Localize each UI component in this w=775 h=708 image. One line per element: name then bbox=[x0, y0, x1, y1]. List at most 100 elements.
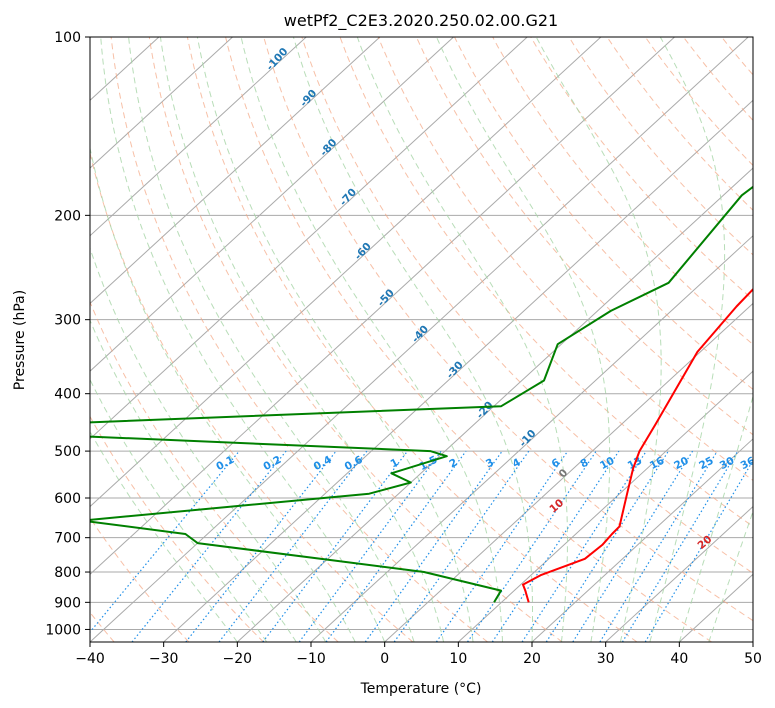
isotherm-line bbox=[0, 37, 12, 642]
dewpoint-line bbox=[90, 185, 753, 603]
dry-adiabat-line bbox=[263, 37, 753, 622]
y-tick-label: 500 bbox=[54, 444, 81, 460]
mixing-ratio-line bbox=[644, 459, 753, 642]
mixing-ratio-label: 3 bbox=[484, 456, 496, 470]
mixing-ratio-label: 0.2 bbox=[261, 454, 283, 473]
mixing-ratio-line bbox=[572, 450, 694, 642]
moist-adiabat-line bbox=[159, 37, 445, 642]
mixing-ratio-line bbox=[545, 450, 669, 642]
isotherm-line bbox=[605, 505, 753, 642]
dry-adiabat-label: 10 bbox=[547, 497, 566, 516]
mixing-ratio-line bbox=[599, 450, 718, 642]
mixing-ratio-label: 20 bbox=[672, 455, 691, 472]
x-tick-label: −30 bbox=[149, 651, 179, 667]
dry-adiabat-line bbox=[186, 37, 638, 642]
line-labels: 0.1 0.2 0.4 0.6 1 1.5 2 3 4 6 8 10 13 16 20 25 30 36-100-… bbox=[214, 46, 758, 552]
series-layer bbox=[90, 185, 753, 603]
moist-adiabat-line bbox=[128, 37, 415, 642]
x-axis: −40 −30 −20 −10 0 10 20 30 40 50 bbox=[75, 642, 762, 667]
isotherm-line bbox=[457, 370, 753, 642]
isotherm-line bbox=[752, 641, 753, 642]
moist-adiabat-line bbox=[90, 246, 327, 642]
dry-adiabat-line bbox=[148, 37, 563, 642]
isotherm-line bbox=[90, 37, 675, 575]
mixing-ratio-line bbox=[621, 450, 739, 642]
y-tick-label: 300 bbox=[54, 313, 81, 329]
mixing-ratio-label: 4 bbox=[511, 456, 523, 470]
mixing-ratio-label: 16 bbox=[648, 455, 667, 472]
mixing-ratio-label: 10 bbox=[598, 455, 617, 472]
isotherm-line bbox=[90, 37, 307, 237]
y-axis: 100 200 300 400 500 600 700 800 900 1000 bbox=[45, 30, 90, 638]
dry-adiabat-line bbox=[568, 37, 753, 256]
dry-adiabat-line bbox=[90, 300, 339, 642]
mixing-ratio-label: 8 bbox=[578, 456, 590, 470]
dry-adiabat-line bbox=[644, 37, 753, 167]
moist-adiabat-line bbox=[708, 509, 753, 642]
mixing-ratio-line bbox=[364, 450, 503, 642]
y-axis-label: Pressure (hPa) bbox=[12, 290, 28, 390]
dry-adiabat-line bbox=[492, 37, 753, 346]
chart-title: wetPf2_C2E3.2020.250.02.00.G21 bbox=[284, 11, 558, 31]
temperature-line bbox=[522, 287, 753, 603]
x-axis-label: Temperature (°C) bbox=[360, 681, 482, 697]
moist-adiabat-line bbox=[90, 319, 297, 642]
isotherm-line bbox=[90, 37, 454, 372]
isotherm-line bbox=[310, 235, 753, 642]
dry-adiabat-line bbox=[301, 37, 753, 574]
moist-adiabat-line bbox=[90, 145, 356, 642]
dry-adiabat-line bbox=[90, 415, 264, 642]
y-tick-label: 400 bbox=[54, 387, 81, 403]
moist-adiabat-line bbox=[196, 37, 474, 642]
isotherm-line bbox=[163, 99, 753, 642]
dry-adiabat-line bbox=[225, 37, 712, 642]
dry-adiabat-line bbox=[721, 37, 753, 76]
x-tick-label: −40 bbox=[75, 651, 105, 667]
isotherm-label: -60 bbox=[352, 240, 374, 262]
x-tick-label: 0 bbox=[380, 651, 389, 667]
dry-adiabat-line bbox=[339, 37, 753, 528]
moist-adiabat-line bbox=[356, 37, 568, 642]
mixing-ratio-line bbox=[298, 450, 442, 642]
dry-adiabat-line bbox=[377, 37, 753, 482]
moist-adiabat-line bbox=[240, 37, 503, 642]
y-tick-label: 200 bbox=[54, 208, 81, 224]
isotherm-label: -10 bbox=[517, 428, 539, 450]
mixing-ratio-line bbox=[393, 450, 530, 642]
dry-adiabat-line bbox=[760, 37, 775, 642]
isotherm-label: -70 bbox=[337, 186, 359, 208]
x-tick-label: 30 bbox=[597, 651, 615, 667]
x-tick-label: −20 bbox=[223, 651, 253, 667]
isotherm-label: -30 bbox=[444, 359, 466, 381]
moist-adiabat-line bbox=[90, 378, 268, 642]
mixing-ratio-line bbox=[131, 450, 287, 642]
x-tick-label: 20 bbox=[523, 651, 541, 667]
isotherm-label: -40 bbox=[410, 323, 432, 345]
moist-adiabat-line bbox=[678, 394, 753, 642]
isotherm-line bbox=[90, 37, 233, 169]
mixing-ratio-line bbox=[435, 450, 569, 642]
isotherm-line bbox=[90, 37, 528, 440]
isotherm-line bbox=[90, 37, 381, 305]
x-tick-label: 50 bbox=[744, 651, 762, 667]
mixing-ratio-label: 2 bbox=[447, 456, 459, 470]
plot-frame bbox=[89, 36, 754, 643]
moist-adiabat-line bbox=[90, 430, 238, 642]
isotherm-label: -50 bbox=[375, 287, 397, 309]
isotherm-line bbox=[90, 37, 749, 642]
x-tick-label: 10 bbox=[449, 651, 467, 667]
background-lines bbox=[0, 37, 775, 642]
dry-adiabat-line bbox=[606, 37, 753, 211]
moist-adiabat-line bbox=[100, 37, 386, 642]
mixing-ratio-label: 0.4 bbox=[312, 454, 334, 473]
isotherm-label: -90 bbox=[298, 87, 320, 109]
mixing-ratio-label: 36 bbox=[739, 455, 758, 472]
moist-adiabat-line bbox=[292, 37, 533, 642]
moist-adiabat-line bbox=[535, 37, 662, 642]
dry-adiabat-line bbox=[683, 37, 753, 122]
moist-adiabat-line bbox=[436, 37, 611, 642]
mixing-ratio-line bbox=[185, 450, 337, 642]
y-tick-label: 100 bbox=[54, 30, 81, 46]
isotherm-label: -80 bbox=[318, 137, 340, 159]
